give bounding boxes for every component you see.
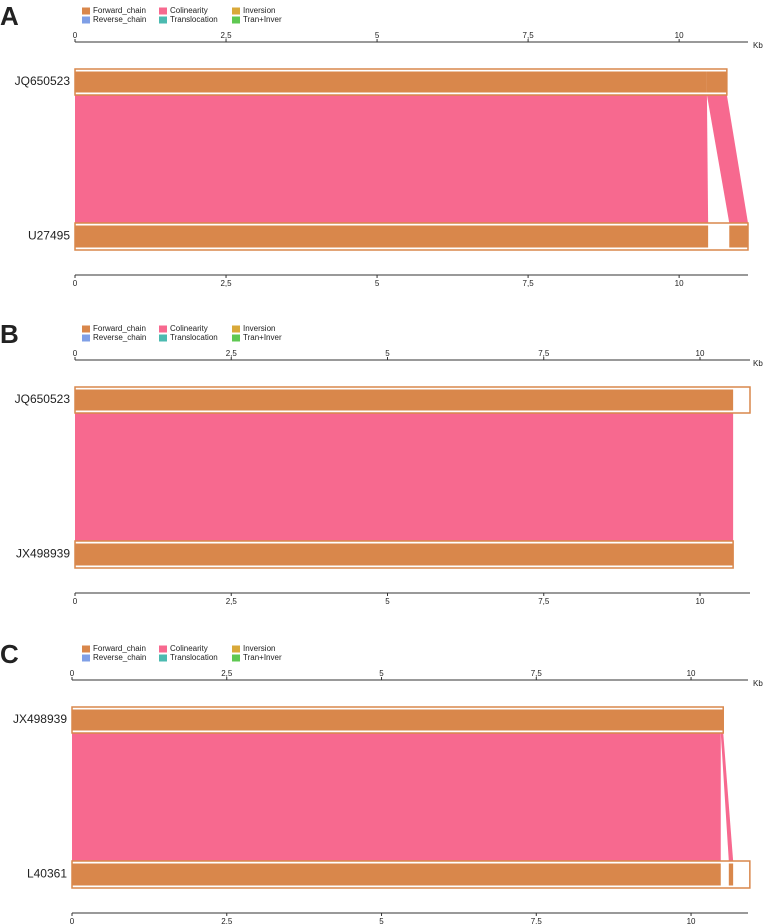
legend-swatch [232,334,240,342]
tick-label: 7,5 [531,917,543,924]
tick-label: 2,5 [221,669,233,678]
tick-label: 0 [70,917,75,924]
legend-swatch [232,16,240,24]
panel: A Forward_chainReverse_chainColinearityTr… [0,1,763,288]
tick-label: 10 [687,669,696,678]
tick-label: 10 [696,597,705,606]
forward-block [728,863,734,886]
sequence-label: U27495 [28,229,70,243]
tick-label: 2,5 [226,597,238,606]
tick-label: 5 [375,31,380,40]
tick-label: 2,5 [221,917,233,924]
legend-swatch [82,654,90,662]
axis-unit: Kb [753,41,763,50]
sequence-label: JX498939 [13,712,67,726]
legend-swatch [232,7,240,15]
legend-label: Reverse_chain [93,15,146,24]
forward-block [729,225,748,248]
legend-swatch [82,325,90,333]
legend-label: Translocation [170,15,218,24]
legend-label: Translocation [170,333,218,342]
axis-unit: Kb [753,359,763,368]
tick-label: 5 [375,279,380,288]
tick-label: 0 [73,349,78,358]
colinearity-link [75,413,734,541]
tick-label: 0 [73,279,78,288]
tick-label: 0 [70,669,75,678]
sequence-label: JQ650523 [15,392,71,406]
legend-swatch [232,654,240,662]
legend-label: Reverse_chain [93,333,146,342]
panel: B Forward_chainReverse_chainColinearityTr… [0,319,763,606]
legend-label: Inversion [243,324,275,333]
legend-label: Tran+Inver [243,15,282,24]
tick-label: 2,5 [226,349,238,358]
forward-block [72,863,721,886]
panel: C Forward_chainReverse_chainColinearityTr… [0,639,763,924]
forward-block [75,225,709,248]
panel-letter: C [0,639,19,669]
tick-label: 2,5 [220,279,232,288]
colinearity-link [72,733,721,861]
legend-label: Colinearity [170,6,208,15]
tick-label: 5 [379,669,384,678]
forward-block [706,71,727,93]
legend-swatch [159,325,167,333]
tick-label: 0 [73,31,78,40]
tick-label: 5 [385,597,390,606]
legend-label: Colinearity [170,644,208,653]
colinearity-link [720,733,734,861]
tick-label: 10 [687,917,696,924]
tick-label: 7,5 [538,597,550,606]
legend-swatch [159,16,167,24]
tick-label: 10 [696,349,705,358]
legend-label: Inversion [243,644,275,653]
legend-swatch [82,7,90,15]
tick-label: 7,5 [538,349,550,358]
legend-label: Translocation [170,653,218,662]
forward-block [75,389,734,411]
forward-block [72,709,724,731]
sequence-label: JX498939 [16,547,70,561]
panel-letter: A [0,1,19,31]
tick-label: 7,5 [523,31,535,40]
tick-label: 10 [675,31,684,40]
legend-label: Forward_chain [93,324,146,333]
legend-swatch [159,7,167,15]
legend-swatch [232,325,240,333]
legend-swatch [159,654,167,662]
forward-block [75,71,707,93]
sequence-label: L40361 [27,867,67,881]
legend-label: Forward_chain [93,6,146,15]
tick-label: 7,5 [531,669,543,678]
legend-label: Colinearity [170,324,208,333]
legend-swatch [159,334,167,342]
legend-label: Inversion [243,6,275,15]
panel-letter: B [0,319,19,349]
legend-swatch [82,334,90,342]
tick-label: 0 [73,597,78,606]
forward-block [75,543,734,566]
legend-label: Tran+Inver [243,333,282,342]
legend-swatch [82,16,90,24]
colinearity-link [75,95,709,223]
axis-unit: Kb [753,679,763,688]
sequence-label: JQ650523 [15,74,71,88]
tick-label: 7,5 [523,279,535,288]
legend-swatch [82,645,90,653]
tick-label: 5 [385,349,390,358]
colinearity-link [706,95,748,223]
tick-label: 10 [675,279,684,288]
legend-swatch [232,645,240,653]
tick-label: 5 [379,917,384,924]
legend-label: Reverse_chain [93,653,146,662]
legend-swatch [159,645,167,653]
legend-label: Tran+Inver [243,653,282,662]
legend-label: Forward_chain [93,644,146,653]
tick-label: 2,5 [220,31,232,40]
